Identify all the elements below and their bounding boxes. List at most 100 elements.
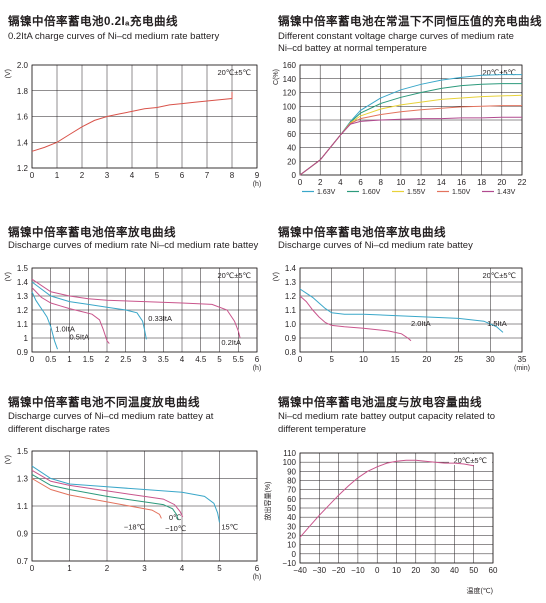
series-line-1.43V — [299, 116, 522, 176]
series-line-0℃ — [31, 469, 184, 518]
y-tick-label: 20 — [287, 157, 296, 166]
x-tick-label: 0 — [298, 355, 303, 364]
x-axis-label: (h) — [253, 365, 262, 372]
x-tick-label: 5 — [217, 355, 222, 364]
series-line-0.33ItA — [31, 281, 147, 340]
y-tick-label: 40 — [287, 513, 296, 522]
x-axis-label: (h) — [253, 181, 262, 188]
chart-2-title-en-line1: Different constant voltage charge curves… — [278, 31, 514, 42]
x-tick-label: 3.5 — [158, 355, 170, 364]
y-tick-label: 0.9 — [285, 334, 297, 343]
plot-frame — [299, 64, 523, 176]
y-tick-label: 60 — [287, 130, 296, 139]
x-tick-label: 25 — [454, 355, 463, 364]
x-tick-label: 9 — [255, 171, 260, 180]
chart-1-title-en: 0.2ItA charge curves of Ni–cd medium rat… — [8, 31, 220, 42]
y-tick-label: 80 — [287, 116, 296, 125]
annotation-bg — [449, 454, 492, 465]
y-tick-label: 90 — [287, 467, 296, 476]
y-tick-label: 1.4 — [285, 264, 297, 273]
chart-2-title-cn: 镉镍中倍率蓄电池在常温下不同恒压值的充电曲线 — [278, 16, 542, 28]
x-tick-label: 0.5 — [45, 355, 57, 364]
condition-annotation: 20℃±5℃ — [454, 456, 487, 465]
x-tick-label: 6 — [255, 355, 260, 364]
y-tick-label: 1.3 — [17, 292, 29, 301]
x-tick-label: 14 — [437, 178, 446, 187]
series-line — [31, 92, 233, 152]
y-tick-label: 60 — [287, 495, 296, 504]
chart-3: 0 0.5 1 1.5 2 2.5 3 3.5 4 4.5 5 5.5 6 0.9 1 1.1 1.2 1.3 1.… — [5, 264, 261, 372]
y-tick-label: 1.4 — [17, 278, 29, 287]
y-tick-label: 50 — [287, 504, 296, 513]
series-label: −10℃ — [165, 524, 186, 533]
x-tick-label: 10 — [359, 355, 368, 364]
x-tick-label: −20 — [332, 566, 346, 575]
x-tick-label: 2.5 — [120, 355, 132, 364]
y-tick-label: 1.2 — [285, 292, 297, 301]
x-tick-label: 60 — [489, 566, 498, 575]
y-tick-label: 120 — [283, 89, 297, 98]
series-line-0.2ItA — [31, 278, 241, 339]
x-tick-label: 1 — [67, 355, 72, 364]
chart-5-grid — [31, 450, 258, 562]
x-tick-label: 22 — [518, 178, 527, 187]
x-tick-label: 0 — [30, 171, 35, 180]
chart-5-title-en-line1: Discharge curves of Ni–cd medium rate ba… — [8, 411, 214, 422]
y-axis-label: 放出容量(%) — [263, 482, 272, 521]
y-tick-label: 30 — [287, 522, 296, 531]
x-tick-label: 3 — [142, 564, 147, 573]
condition-annotation: 20℃±5℃ — [483, 271, 516, 280]
y-tick-label: 0.7 — [17, 557, 29, 566]
chart-4-grid — [299, 267, 523, 353]
series-label: 1.5ItA — [487, 319, 507, 328]
chart-1-grid — [31, 64, 258, 169]
chart-4-title-cn: 镉镍中倍率蓄电池倍率放电曲线 — [278, 227, 446, 239]
x-tick-label: 3 — [142, 355, 147, 364]
x-tick-label: 0 — [375, 566, 380, 575]
y-tick-label: 1.0 — [285, 320, 297, 329]
x-tick-label: 1 — [67, 564, 72, 573]
series-line-−10℃ — [31, 473, 179, 520]
x-tick-label: 15 — [391, 355, 400, 364]
x-tick-label: 0 — [298, 178, 303, 187]
x-tick-label: 4 — [130, 171, 135, 180]
y-tick-label: 1.2 — [17, 164, 29, 173]
series-line-−18℃ — [31, 478, 162, 519]
y-axis-label: (V) — [273, 272, 280, 281]
chart-3-title-en: Discharge curves of medium rate Ni–cd me… — [8, 240, 259, 251]
condition-annotation: 20℃±5℃ — [218, 271, 251, 280]
series-line-15℃ — [31, 465, 220, 523]
x-tick-label: 8 — [379, 178, 384, 187]
y-tick-label: 80 — [287, 477, 296, 486]
series-line-1.50V — [299, 105, 522, 176]
y-tick-label: 100 — [283, 458, 297, 467]
x-tick-label: 5 — [217, 564, 222, 573]
x-tick-label: 35 — [518, 355, 527, 364]
plot-frame — [299, 452, 494, 564]
x-tick-label: 10 — [392, 566, 401, 575]
y-tick-label: 0 — [292, 550, 297, 559]
y-tick-label: 0 — [292, 171, 297, 180]
x-tick-label: 7 — [205, 171, 210, 180]
plot-frame — [299, 267, 523, 353]
legend-entry: 1.43V — [497, 189, 516, 196]
chart-2-grid — [299, 64, 523, 176]
series-label: 0.2ItA — [221, 338, 241, 347]
chart-3-title-cn: 镉镍中倍率蓄电池倍率放电曲线 — [8, 227, 176, 239]
x-tick-label: 30 — [486, 355, 495, 364]
y-tick-label: 70 — [287, 486, 296, 495]
legend-entry: 1.60V — [362, 189, 381, 196]
x-tick-label: 2 — [318, 178, 323, 187]
chart-1: 0 1 2 3 4 5 6 7 8 9 1.2 1.4 1.6 1.8 2.0 (V) (h) 20℃±5℃ — [5, 61, 261, 188]
x-tick-label: 3 — [105, 171, 110, 180]
y-axis-label: (V) — [5, 69, 12, 78]
chart-2: 0 2 4 6 8 10 12 14 16 18 20 22 0 20 40 60 80 100 120 140 160… — [273, 61, 527, 196]
chart-6-title-en-line1: Ni–cd medium rate battey output capacity… — [278, 411, 496, 422]
y-tick-label: 0.9 — [17, 530, 29, 539]
y-tick-label: 0.9 — [17, 348, 29, 357]
chart-6-title-en-line2: different temperature — [278, 424, 367, 435]
y-tick-label: 1 — [24, 334, 29, 343]
chart-4: 0 5 10 15 20 25 30 35 0.8 0.9 1.0 1.1 1.2 1.3 1.4 (V) (m… — [273, 264, 530, 372]
x-tick-label: 8 — [230, 171, 235, 180]
series-label: 0.33ItA — [148, 314, 172, 323]
